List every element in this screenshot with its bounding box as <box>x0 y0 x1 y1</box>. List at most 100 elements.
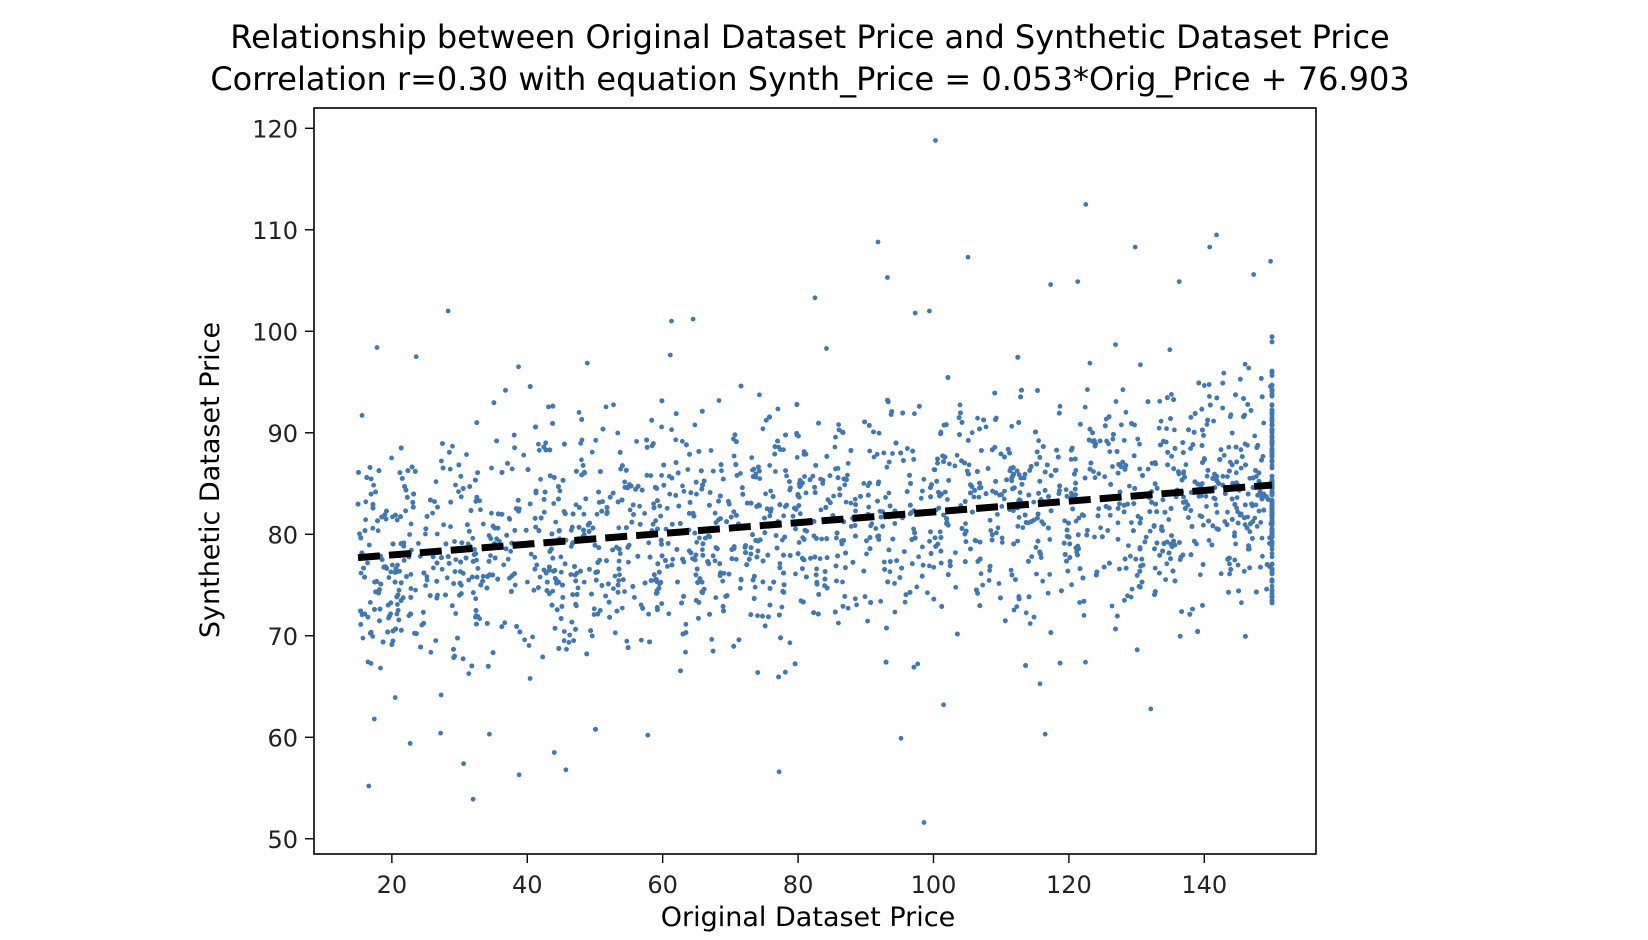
scatter-point <box>580 463 586 468</box>
scatter-point <box>423 531 428 537</box>
scatter-point <box>996 581 1002 586</box>
scatter-point <box>1169 392 1174 397</box>
scatter-point <box>983 491 989 497</box>
scatter-point <box>536 585 541 590</box>
scatter-point <box>574 468 579 474</box>
scatter-point <box>942 489 948 495</box>
scatter-point <box>707 611 712 617</box>
scatter-point <box>760 613 765 619</box>
scatter-point <box>1042 731 1048 737</box>
scatter-point <box>589 449 595 455</box>
scatter-point <box>1129 520 1134 525</box>
scatter-point <box>1233 541 1238 547</box>
scatter-point <box>1085 527 1090 533</box>
scatter-point <box>370 505 376 511</box>
scatter-point <box>925 590 930 596</box>
scatter-point <box>947 559 953 564</box>
scatter-point <box>503 546 509 552</box>
scatter-point <box>720 604 726 609</box>
scatter-point <box>1111 432 1116 437</box>
scatter-point <box>683 621 689 627</box>
scatter-point <box>375 528 381 534</box>
scatter-point <box>886 490 892 496</box>
scatter-point <box>875 534 880 539</box>
scatter-point <box>1125 501 1130 507</box>
scatter-point <box>612 573 618 579</box>
scatter-point <box>1229 430 1235 436</box>
scatter-point <box>1002 618 1008 624</box>
scatter-point <box>796 540 802 545</box>
scatter-point <box>744 500 750 506</box>
scatter-point <box>543 440 549 446</box>
scatter-point <box>814 566 819 572</box>
scatter-point <box>1107 449 1113 454</box>
scatter-point <box>988 528 994 533</box>
scatter-point <box>812 554 818 560</box>
scatter-point <box>492 555 498 561</box>
scatter-point <box>777 561 783 566</box>
scatter-point <box>965 254 971 260</box>
scatter-point <box>1037 549 1043 555</box>
scatter-point <box>569 524 575 530</box>
scatter-point <box>882 567 887 572</box>
scatter-point <box>696 449 702 454</box>
scatter-point <box>787 487 793 493</box>
scatter-point <box>408 572 414 577</box>
scatter-point <box>467 484 473 489</box>
scatter-point <box>1138 563 1144 569</box>
scatter-point <box>1062 552 1068 557</box>
scatter-point <box>1001 496 1007 502</box>
scatter-point <box>1122 466 1128 472</box>
scatter-point <box>1188 508 1194 513</box>
scatter-point <box>508 548 514 554</box>
scatter-point <box>359 413 365 418</box>
scatter-point <box>1118 464 1124 470</box>
scatter-point <box>532 566 538 572</box>
scatter-point <box>1066 520 1071 526</box>
scatter-point <box>931 596 937 602</box>
scatter-point <box>681 488 687 494</box>
scatter-point <box>901 549 907 554</box>
scatter-point <box>1269 571 1275 577</box>
scatter-point <box>1009 423 1015 429</box>
scatter-point <box>550 588 556 594</box>
scatter-point <box>653 485 658 490</box>
scatter-point <box>604 505 610 510</box>
scatter-point <box>989 447 995 453</box>
scatter-point <box>729 556 735 562</box>
scatter-point <box>1105 528 1111 533</box>
scatter-point <box>1036 438 1041 444</box>
scatter-point <box>410 500 416 505</box>
scatter-point <box>985 466 991 471</box>
scatter-point <box>1250 536 1255 541</box>
scatter-point <box>516 364 521 370</box>
scatter-point <box>512 582 518 588</box>
scatter-point <box>619 497 625 503</box>
scatter-point <box>635 553 641 559</box>
scatter-point <box>544 579 550 585</box>
scatter-point <box>1204 504 1209 509</box>
scatter-point <box>734 512 739 518</box>
scatter-point <box>560 595 566 600</box>
scatter-point <box>525 467 531 472</box>
scatter-point <box>732 432 738 438</box>
scatter-point <box>659 553 665 559</box>
scatter-point <box>474 574 480 580</box>
scatter-point <box>1103 504 1109 509</box>
scatter-point <box>790 513 796 519</box>
scatter-point <box>1149 499 1154 505</box>
scatter-point <box>941 512 946 518</box>
scatter-point <box>1233 444 1239 450</box>
scatter-point <box>680 556 685 562</box>
scatter-point <box>1269 339 1275 345</box>
scatter-point <box>932 535 938 541</box>
scatter-point <box>1140 473 1145 478</box>
scatter-point <box>1067 541 1073 547</box>
scatter-point <box>700 482 705 488</box>
scatter-point <box>718 462 724 468</box>
scatter-point <box>944 521 949 527</box>
scatter-point <box>1031 614 1037 620</box>
scatter-point <box>1234 505 1239 511</box>
scatter-point <box>1154 540 1160 546</box>
